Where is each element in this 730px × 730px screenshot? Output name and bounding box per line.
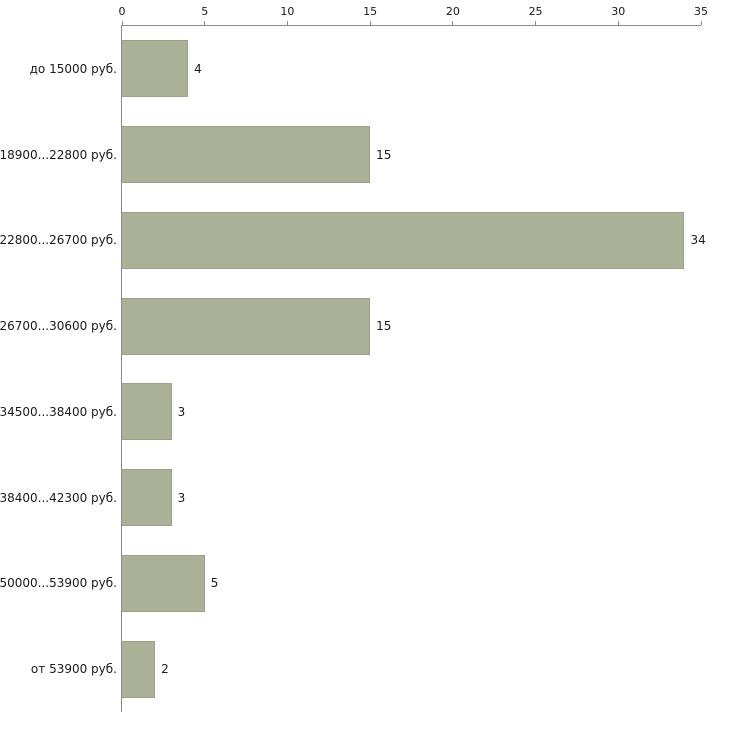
x-axis-tick bbox=[700, 21, 702, 25]
category-label-6: 50000...53900 руб. bbox=[0, 576, 117, 591]
x-axis-tick bbox=[286, 21, 288, 25]
x-axis-tick bbox=[452, 21, 454, 25]
bar-5 bbox=[122, 469, 172, 527]
x-axis-tick bbox=[204, 21, 206, 25]
x-axis-tick-label: 20 bbox=[445, 5, 460, 18]
bar-3 bbox=[122, 297, 371, 355]
x-axis-tick-label: 5 bbox=[201, 5, 209, 18]
value-label-2: 34 bbox=[690, 233, 706, 248]
x-axis-tick-label: 30 bbox=[611, 5, 626, 18]
plot-area: 0 5 10 15 20 25 30 35 до 15000 руб. 4 18900...2280… bbox=[0, 5, 708, 712]
category-label-0: до 15000 руб. bbox=[29, 61, 117, 76]
x-axis-tick-label: 10 bbox=[280, 5, 295, 18]
category-label-5: 38400...42300 руб. bbox=[0, 490, 117, 505]
bar-0 bbox=[122, 40, 189, 98]
bar-2 bbox=[122, 211, 685, 269]
x-axis-tick bbox=[121, 21, 123, 25]
x-axis-tick-label: 25 bbox=[528, 5, 543, 18]
x-axis-tick-label: 15 bbox=[363, 5, 378, 18]
bar-6 bbox=[122, 554, 205, 612]
value-label-1: 15 bbox=[376, 147, 392, 162]
bar-7 bbox=[122, 640, 156, 698]
x-axis-tick-label: 35 bbox=[694, 5, 708, 18]
category-label-7: от 53900 руб. bbox=[30, 662, 117, 677]
value-label-3: 15 bbox=[376, 319, 392, 334]
bar-1 bbox=[122, 126, 371, 184]
bar-4 bbox=[122, 383, 172, 441]
value-label-5: 3 bbox=[177, 490, 186, 505]
x-axis-tick bbox=[617, 21, 619, 25]
x-axis-tick-label: 0 bbox=[118, 5, 126, 18]
value-label-7: 2 bbox=[161, 662, 169, 677]
category-label-3: 26700...30600 руб. bbox=[0, 319, 117, 334]
x-axis-tick bbox=[369, 21, 371, 25]
category-label-2: 22800...26700 руб. bbox=[0, 233, 117, 248]
value-label-4: 3 bbox=[177, 404, 186, 419]
category-label-4: 34500...38400 руб. bbox=[0, 404, 117, 419]
value-label-6: 5 bbox=[210, 576, 219, 591]
category-label-1: 18900...22800 руб. bbox=[0, 147, 117, 162]
value-label-0: 4 bbox=[194, 61, 202, 76]
x-axis-tick bbox=[535, 21, 537, 25]
